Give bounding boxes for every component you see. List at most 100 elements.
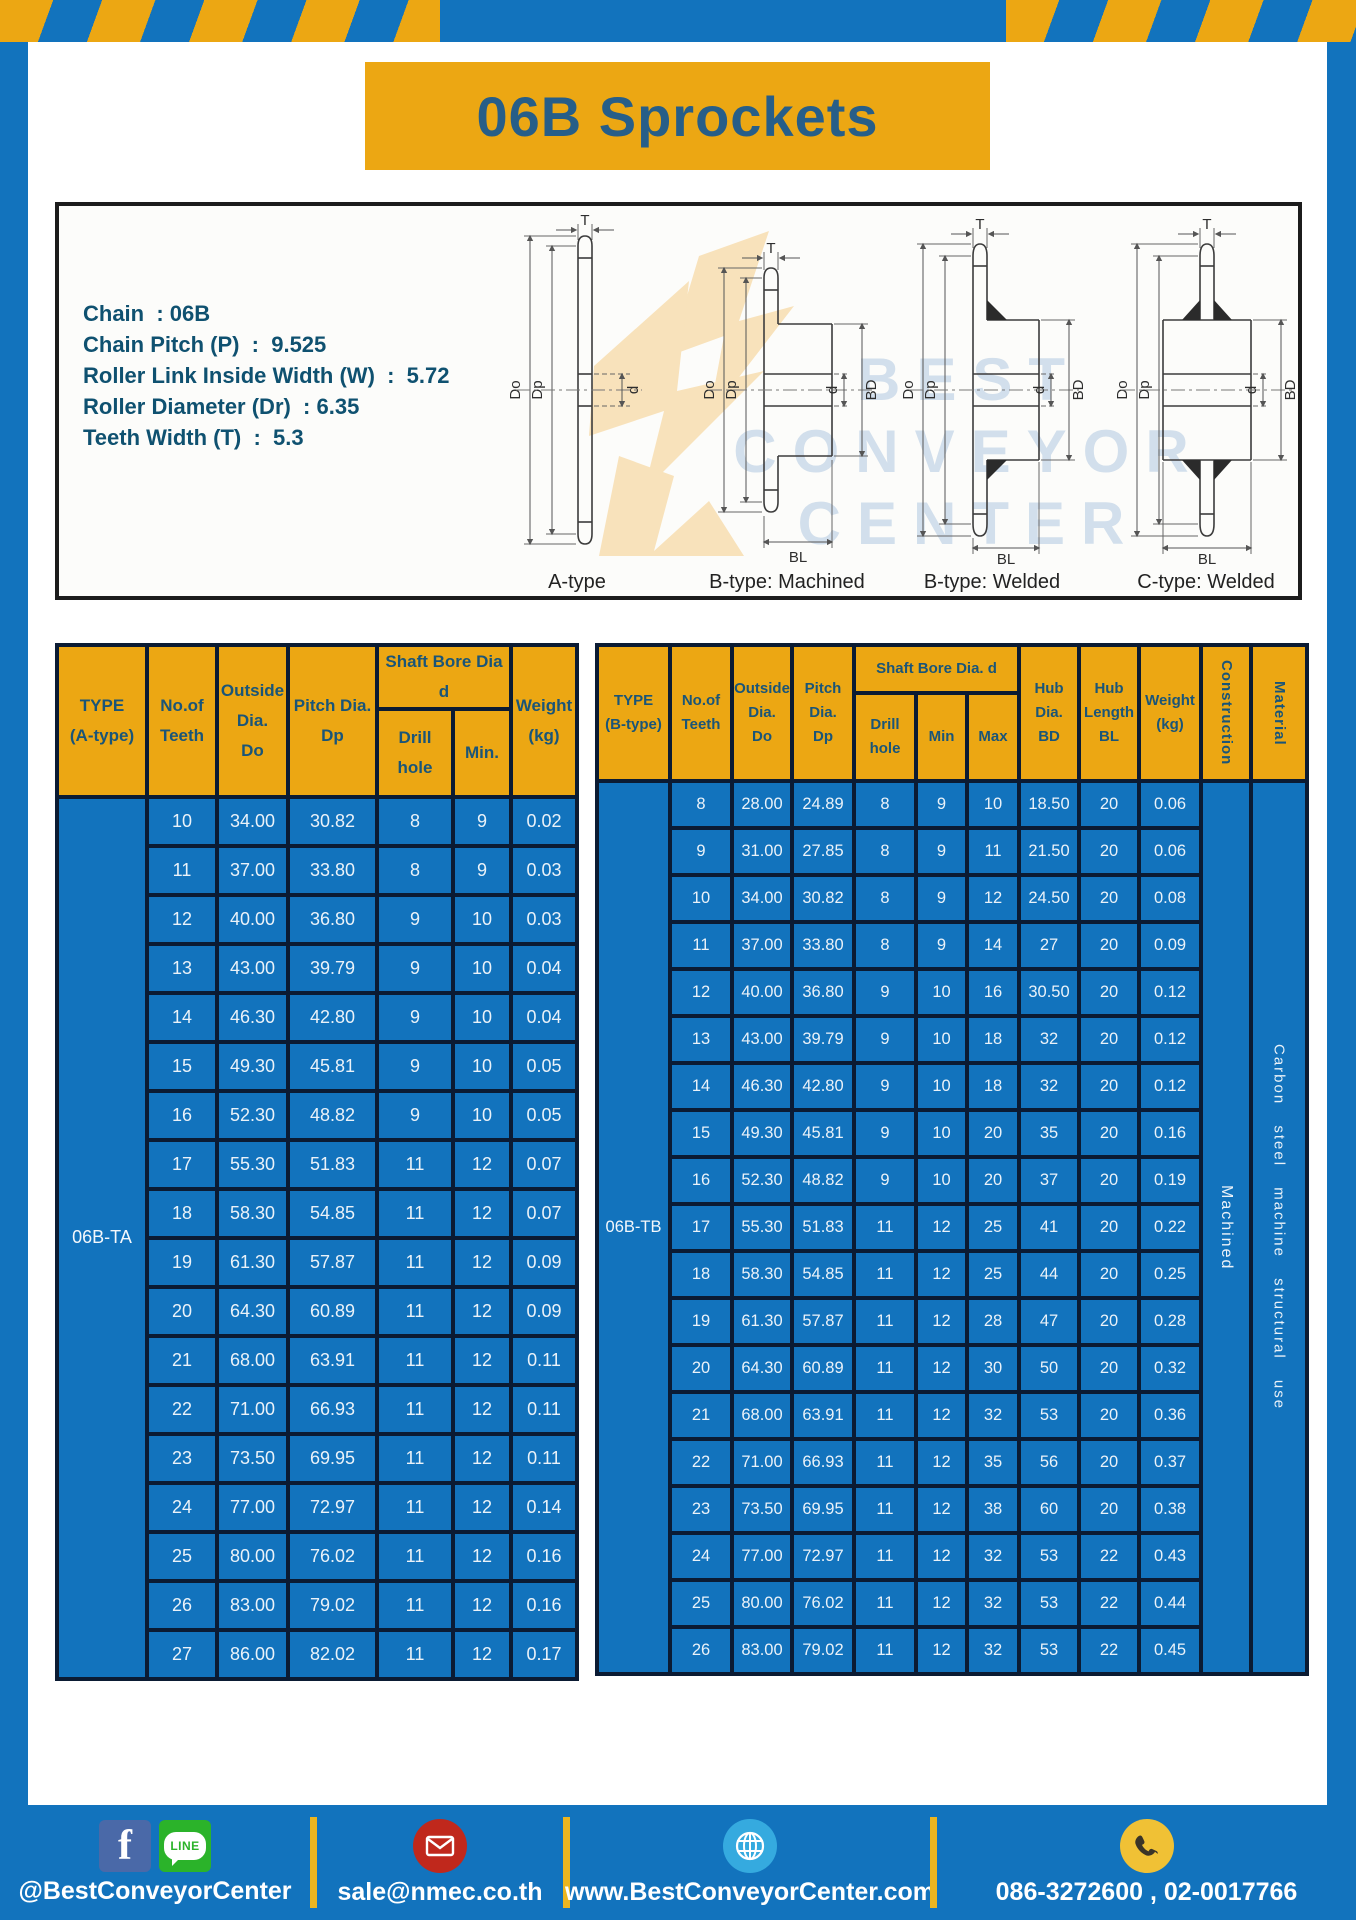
table-cell: 0.03 — [509, 892, 579, 946]
line-icon[interactable]: LINE — [159, 1819, 211, 1872]
table-cell: 27 — [1017, 920, 1082, 971]
table-cell: 26 — [145, 1578, 219, 1632]
table-row: 16 52.30 48.82 9 10 0.05 — [57, 1088, 579, 1142]
table-cell: 0.05 — [509, 1039, 579, 1093]
table-cell: 9 — [375, 1088, 455, 1142]
table-cell: 80.00 — [730, 1578, 794, 1629]
table-cell: 20 — [1077, 920, 1142, 971]
table-cell: 19 — [145, 1235, 219, 1289]
table-row: 16 52.30 48.82 9 10 20 37 20 0.19 — [597, 1155, 1307, 1206]
table-cell: 8 — [375, 843, 455, 897]
table-row: 12 40.00 36.80 9 10 16 30.50 20 0.12 — [597, 967, 1307, 1018]
table-cell: 48.82 — [790, 1155, 856, 1206]
table-cell: 22 — [145, 1382, 219, 1436]
table-cell: 20 — [1077, 1014, 1142, 1065]
table-cell: 0.04 — [509, 990, 579, 1044]
table-cell: 12 — [964, 873, 1022, 924]
table-cell: 80.00 — [215, 1529, 290, 1583]
table-cell: 12 — [451, 1333, 513, 1387]
table-cell: 77.00 — [730, 1531, 794, 1582]
table-cell: 24.89 — [790, 779, 856, 830]
title-banner: 06B Sprockets — [365, 62, 990, 170]
table-cell: 0.16 — [509, 1578, 579, 1632]
footer-website-section[interactable]: www.BestConveyorCenter.com — [565, 1805, 935, 1920]
table-cell: 0.11 — [509, 1382, 579, 1436]
caption-c-type-welded: C-type: Welded — [1137, 571, 1275, 593]
line-logo-text: LINE — [170, 1838, 200, 1853]
table-cell: 11 — [852, 1437, 918, 1488]
table-cell: 79.02 — [790, 1625, 856, 1676]
table-cell: 12 — [914, 1202, 969, 1253]
table-row: 24 77.00 72.97 11 12 32 53 22 0.43 — [597, 1531, 1307, 1582]
table-cell: 11 — [145, 843, 219, 897]
table-cell: 36.80 — [286, 892, 379, 946]
facebook-icon[interactable]: f — [99, 1819, 151, 1872]
table-cell: 42.80 — [286, 990, 379, 1044]
table-row: 11 37.00 33.80 8 9 14 27 20 0.09 — [597, 920, 1307, 971]
table-cell: 9 — [375, 941, 455, 995]
table-cell: 32 — [964, 1625, 1022, 1676]
email-address[interactable]: sale@nmec.co.th — [337, 1877, 543, 1906]
page-border-right — [1327, 42, 1356, 1805]
table-cell: 10 — [451, 1039, 513, 1093]
table-cell: 40.00 — [730, 967, 794, 1018]
dim-label-bd: BD — [863, 379, 880, 400]
table-cell: 63.91 — [286, 1333, 379, 1387]
table-cell: 9 — [375, 1039, 455, 1093]
table-cell: 20 — [1077, 779, 1142, 830]
table-cell: 0.12 — [1137, 1061, 1204, 1112]
table-cell: 12 — [451, 1578, 513, 1632]
table-row: 26 83.00 79.02 11 12 0.16 — [57, 1578, 579, 1632]
spec-chain-pitch: Chain Pitch (P) : 9.525 — [83, 332, 327, 357]
table-cell: 76.02 — [790, 1578, 856, 1629]
table-cell: 18 — [145, 1186, 219, 1240]
col-header-pitch-dia: Pitch Dia. Dp — [286, 643, 379, 799]
table-cell: 10 — [451, 990, 513, 1044]
table-cell: 12 — [914, 1531, 969, 1582]
table-cell: 0.07 — [509, 1137, 579, 1191]
table-cell: 20 — [1077, 826, 1142, 877]
social-handle[interactable]: @BestConveyorCenter — [18, 1876, 292, 1905]
table-cell: 16 — [964, 967, 1022, 1018]
table-cell: 23 — [668, 1484, 734, 1535]
email-icon[interactable] — [413, 1818, 467, 1873]
dim-label-bl: BL — [789, 549, 807, 566]
table-cell: 0.09 — [509, 1284, 579, 1338]
type-label-cell: 06B-TA — [55, 794, 149, 1681]
table-row: 9 31.00 27.85 8 9 11 21.50 20 0.06 — [597, 826, 1307, 877]
table-cell: 54.85 — [790, 1249, 856, 1300]
table-cell: 22 — [1077, 1625, 1142, 1676]
dim-label-dp: Dp — [1136, 380, 1153, 399]
table-cell: 32 — [964, 1531, 1022, 1582]
website-url[interactable]: www.BestConveyorCenter.com — [565, 1877, 936, 1906]
globe-icon[interactable] — [723, 1818, 777, 1873]
table-cell: 20 — [668, 1343, 734, 1394]
table-cell: 0.09 — [1137, 920, 1204, 971]
table-cell: 8 — [668, 779, 734, 830]
table-cell: 72.97 — [286, 1480, 379, 1534]
table-row: 22 71.00 66.93 11 12 0.11 — [57, 1382, 579, 1436]
table-row: 19 61.30 57.87 11 12 0.09 — [57, 1235, 579, 1289]
footer-phone-section[interactable]: 086-3272600 , 02-0017766 — [937, 1805, 1356, 1920]
table-b-type-sprockets: TYPE (B-type) No.of Teeth Outside Dia. D… — [595, 643, 1310, 1676]
table-cell: 9 — [852, 967, 918, 1018]
table-cell: 52.30 — [730, 1155, 794, 1206]
footer-email-section[interactable]: sale@nmec.co.th — [317, 1805, 563, 1920]
phone-numbers[interactable]: 086-3272600 , 02-0017766 — [995, 1877, 1298, 1906]
table-cell: 8 — [375, 794, 455, 848]
footer-social-section[interactable]: f LINE @BestConveyorCenter — [0, 1805, 310, 1920]
table-cell: 33.80 — [286, 843, 379, 897]
col-header-min: Min — [914, 691, 969, 783]
spec-roller-link-width: Roller Link Inside Width (W) : 5.72 — [83, 363, 450, 388]
dim-label-dp: Dp — [529, 380, 546, 399]
table-cell: 18 — [964, 1014, 1022, 1065]
table-a-type-sprockets: TYPE (A-type) No.of Teeth Outside Dia. D… — [55, 643, 579, 1681]
table-cell: 12 — [914, 1390, 969, 1441]
table-cell: 11 — [375, 1480, 455, 1534]
sprocket-drawing-b-welded: T Do Dp d — [900, 216, 1087, 568]
phone-icon[interactable] — [1119, 1818, 1174, 1873]
table-cell: 28 — [964, 1296, 1022, 1347]
table-cell: 24 — [668, 1531, 734, 1582]
table-cell: 37 — [1017, 1155, 1082, 1206]
